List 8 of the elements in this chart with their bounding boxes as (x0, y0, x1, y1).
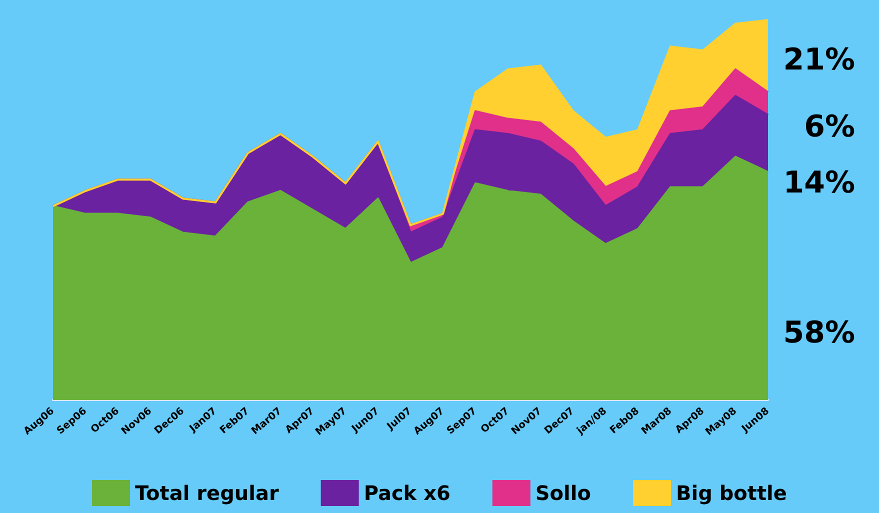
legend-label: Total regular (135, 481, 279, 505)
legend-label: Sollo (535, 481, 591, 505)
text: 6% (804, 110, 856, 144)
text: 14% (783, 166, 856, 200)
text: 21% (783, 42, 856, 78)
text: 58% (783, 316, 856, 350)
legend-label: Big bottle (676, 481, 787, 505)
legend-label: Pack x6 (364, 481, 450, 505)
